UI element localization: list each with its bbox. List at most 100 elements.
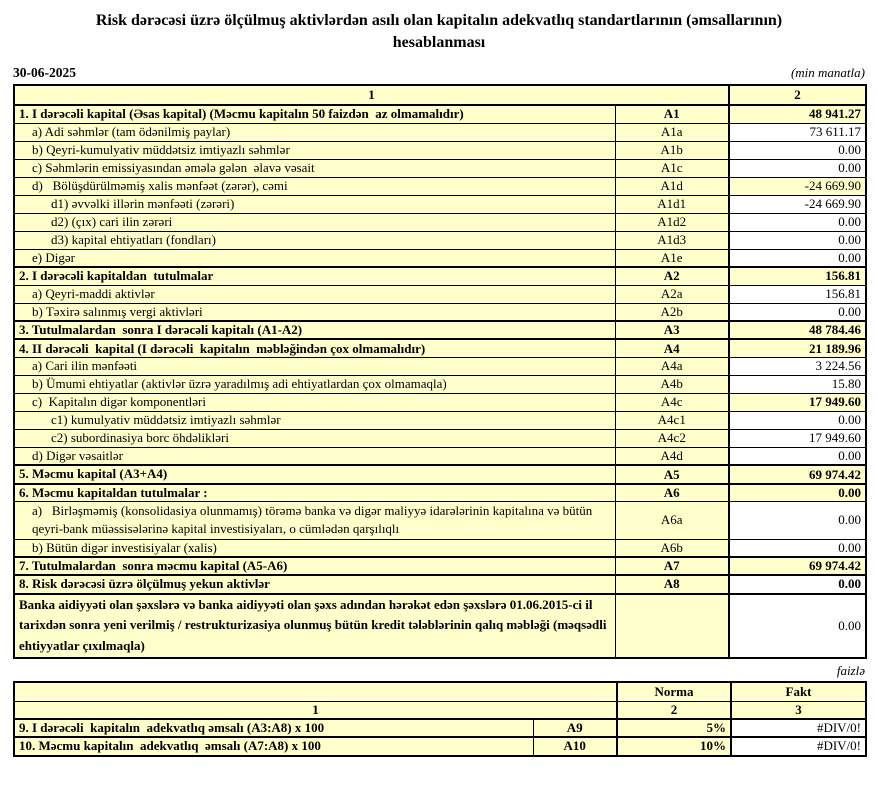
row-label: Banka aidiyyəti olan şəxslərə və banka a…	[13, 592, 616, 659]
row-code: A6b	[614, 538, 730, 558]
row-value: 0.00	[728, 230, 867, 250]
row-label: 2. I dərəcəli kapitaldan tutulmalar	[13, 266, 616, 286]
row-label: c2) subordinasiya borc öhdəlikləri	[13, 428, 616, 448]
ratio-row-code: A10	[532, 736, 618, 757]
row-value: 0.00	[728, 212, 867, 232]
main-table-row: d1) əvvəlki illərin mənfəəti (zərəri) A1d…	[13, 194, 867, 214]
row-value: 0.00	[728, 538, 867, 558]
row-code: A4d	[614, 446, 730, 466]
row-label: c) Kapitalın digər komponentləri	[13, 392, 616, 412]
row-code: A6a	[614, 501, 730, 540]
row-value: 0.00	[728, 592, 867, 659]
main-table-row: d2) (çıx) cari ilin zərəri A1d2 0.00	[13, 212, 867, 232]
row-value: -24 669.90	[728, 194, 867, 214]
main-table-row: 5. Məcmu kapital (A3+A4) A5 69 974.42	[13, 464, 867, 485]
main-table-row: a) Birləşməmiş (konsolidasiya olunmamış)…	[13, 501, 867, 540]
main-table-row: d3) kapital ehtiyatları (fondları) A1d3 0.…	[13, 230, 867, 250]
main-table-row: Banka aidiyyəti olan şəxslərə və banka a…	[13, 592, 867, 659]
report-meta: 30-06-2025 (min manatla)	[13, 65, 865, 81]
row-label: d2) (çıx) cari ilin zərəri	[13, 212, 616, 232]
row-value: 0.00	[728, 574, 867, 595]
row-code: A4	[614, 338, 730, 358]
ratio-header-empty	[13, 681, 618, 703]
row-label: 3. Tutulmalardan sonra I dərəcəli kapita…	[13, 320, 616, 340]
row-code: A4b	[614, 374, 730, 394]
row-value: 0.00	[728, 248, 867, 268]
row-value: 156.81	[728, 284, 867, 304]
ratio-header-c1: 1	[13, 701, 618, 720]
ratio-header-row-2: 1 2 3	[13, 701, 867, 720]
main-table-row: c1) kumulyativ müddətsiz imtiyazlı səhml…	[13, 410, 867, 430]
ratio-table-row: 9. I dərəcəli kapitalın adekvatlıq əmsal…	[13, 718, 867, 738]
row-label: d1) əvvəlki illərin mənfəəti (zərəri)	[13, 194, 616, 214]
ratio-row-fakt: #DIV/0!	[730, 718, 867, 738]
row-label: d) Digər vəsaitlər	[13, 446, 616, 466]
row-code: A4c1	[614, 410, 730, 430]
row-code: A1e	[614, 248, 730, 268]
ratio-header-c2: 2	[616, 701, 732, 720]
percent-note: faizlə	[836, 662, 865, 678]
main-table-row: 8. Risk dərəcəsi üzrə ölçülmuş yekun akt…	[13, 574, 867, 595]
row-value: 0.00	[728, 410, 867, 430]
main-table-row: b) Təxirə salınmış vergi aktivləri A2b 0.0…	[13, 302, 867, 322]
row-code: A1d2	[614, 212, 730, 232]
main-table-row: b) Ümumi ehtiyatlar (aktivlər üzrə yarad…	[13, 374, 867, 394]
row-label: 4. II dərəcəli kapital (I dərəcəli kapit…	[13, 338, 616, 358]
row-value: 15.80	[728, 374, 867, 394]
main-table-row: b) Qeyri-kumulyativ müddətsiz imtiyazlı …	[13, 140, 867, 160]
row-value: 69 974.42	[728, 556, 867, 576]
row-code: A2b	[614, 302, 730, 322]
ratio-table-row: 10. Məcmu kapitalın adekvatlıq əmsalı (A…	[13, 736, 867, 757]
capital-header-col1: 1	[13, 84, 730, 106]
ratio-table: Norma Fakt 1 2 3 9. I dərəcəli kapitalın…	[13, 680, 867, 757]
row-value: 73 611.17	[728, 122, 867, 142]
row-code: A8	[614, 574, 730, 595]
row-value: 0.00	[728, 158, 867, 178]
ratio-row-norma: 10%	[616, 736, 732, 757]
row-label: e) Digər	[13, 248, 616, 268]
report-title-line2: hesablanması	[392, 33, 486, 51]
row-code: A1b	[614, 140, 730, 160]
main-table-row: 4. II dərəcəli kapital (I dərəcəli kapit…	[13, 338, 867, 358]
row-code: A1a	[614, 122, 730, 142]
row-value: 17 949.60	[728, 392, 867, 412]
ratio-row-label: 10. Məcmu kapitalın adekvatlıq əmsalı (A…	[13, 736, 534, 757]
row-label: 8. Risk dərəcəsi üzrə ölçülmuş yekun akt…	[13, 574, 616, 595]
row-value: 0.00	[728, 501, 867, 540]
row-label: a) Cari ilin mənfəəti	[13, 356, 616, 376]
main-table-row: 7. Tutulmalardan sonra məcmu kapital (A5…	[13, 556, 867, 576]
ratio-row-norma: 5%	[616, 718, 732, 738]
row-code: A2a	[614, 284, 730, 304]
row-code: A1d	[614, 176, 730, 196]
row-code: A1c	[614, 158, 730, 178]
main-table-row: 6. Məcmu kapitaldan tutulmalar : A6 0.00	[13, 482, 867, 503]
row-code: A1	[614, 104, 730, 124]
row-label: 7. Tutulmalardan sonra məcmu kapital (A5…	[13, 556, 616, 576]
main-table-row: c) Kapitalın digər komponentləri A4c 17 94…	[13, 392, 867, 412]
main-table-row: b) Bütün digər investisiyalar (xalis) A6b…	[13, 538, 867, 558]
row-code: A1d3	[614, 230, 730, 250]
main-table-row: a) Qeyri-maddi aktivlər A2a 156.81	[13, 284, 867, 304]
row-label: c) Səhmlərin emissiyasından əmələ gələn …	[13, 158, 616, 178]
row-label: 5. Məcmu kapital (A3+A4)	[13, 464, 616, 485]
row-label: d) Bölüşdürülməmiş xalis mənfəət (zərər)…	[13, 176, 616, 196]
row-code: A4c2	[614, 428, 730, 448]
row-value: 3 224.56	[728, 356, 867, 376]
row-value: -24 669.90	[728, 176, 867, 196]
ratio-row-label: 9. I dərəcəli kapitalın adekvatlıq əmsal…	[13, 718, 534, 738]
row-value: 17 949.60	[728, 428, 867, 448]
row-label: b) Qeyri-kumulyativ müddətsiz imtiyazlı …	[13, 140, 616, 160]
main-table-row: d) Digər vəsaitlər A4d 0.00	[13, 446, 867, 466]
capital-table-header-row: 1 2	[13, 84, 867, 106]
main-table-row: a) Adi səhmlər (tam ödənilmiş paylar) A1a…	[13, 122, 867, 142]
row-code: A7	[614, 556, 730, 576]
row-label: a) Adi səhmlər (tam ödənilmiş paylar)	[13, 122, 616, 142]
row-code: A4a	[614, 356, 730, 376]
main-table-row: e) Digər A1e 0.00	[13, 248, 867, 268]
main-table-row: 2. I dərəcəli kapitaldan tutulmalar A2 156…	[13, 266, 867, 286]
report-title-line1: Risk dərəcəsi üzrə ölçülmuş aktivlərdən …	[95, 12, 783, 29]
row-value: 48 784.46	[728, 320, 867, 340]
row-label: a) Qeyri-maddi aktivlər	[13, 284, 616, 304]
ratio-row-fakt: #DIV/0!	[730, 736, 867, 757]
